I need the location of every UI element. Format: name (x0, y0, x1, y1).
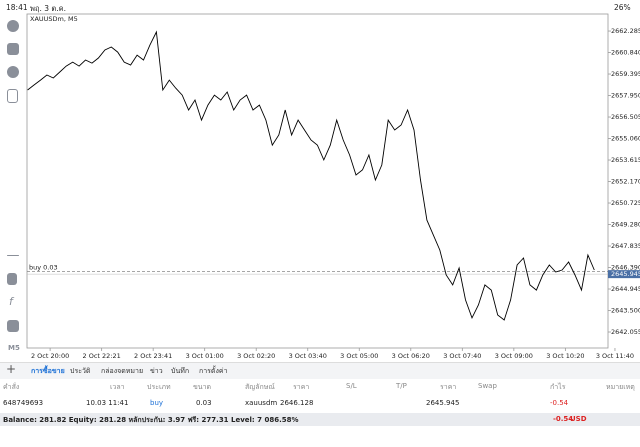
timeframe-icon[interactable]: M5 (8, 344, 20, 352)
summary-bar (0, 413, 640, 426)
function-icon[interactable]: f (9, 295, 13, 308)
tab[interactable]: ข่าว (150, 367, 163, 375)
x-tick-label: 3 Oct 11:40 (596, 352, 634, 360)
y-tick-label: 2656.505 (611, 113, 640, 121)
cell: xauusdm (245, 399, 278, 407)
indicator-icon[interactable] (7, 273, 17, 285)
order-line-label: buy 0.03 (29, 263, 58, 271)
y-tick-label: 2659.395 (611, 70, 640, 78)
plot-border (26, 13, 609, 349)
y-tick-label: 2642.055 (611, 328, 640, 336)
x-tick-label: 2 Oct 22:21 (83, 352, 121, 360)
total-profit: -0.54 (553, 415, 574, 423)
y-tick-label: 2646.390 (611, 264, 640, 272)
column-header: เวลา (110, 383, 125, 391)
price-label: 2645.945 (611, 270, 640, 278)
x-tick-label: 3 Oct 01:00 (186, 352, 224, 360)
objects-icon[interactable] (7, 320, 19, 332)
y-tick-label: 2660.840 (611, 49, 640, 57)
x-tick-label: 3 Oct 05:00 (340, 352, 378, 360)
status-time: 18:41 (6, 3, 28, 12)
x-tick-label: 3 Oct 10:20 (546, 352, 584, 360)
tab[interactable]: การตั้งค่า (199, 367, 228, 375)
column-header: Swap (478, 382, 497, 390)
column-header: สัญลักษณ์ (245, 383, 275, 391)
status-date: พฤ. 3 ต.ค. (30, 4, 67, 13)
column-header: กำไร (550, 383, 566, 391)
x-tick-label: 3 Oct 06:20 (392, 352, 430, 360)
tab[interactable]: การซื้อขาย (31, 367, 65, 375)
tab[interactable]: ประวัติ (70, 367, 91, 375)
cell: 648749693 (3, 399, 44, 407)
crosshair-icon[interactable] (7, 255, 19, 256)
x-tick-label: 3 Oct 09:00 (495, 352, 533, 360)
chat-icon[interactable] (7, 66, 19, 78)
cell: 10.03 11:41 (86, 399, 129, 407)
add-button[interactable]: + (6, 362, 17, 376)
column-header: ราคา (293, 383, 310, 391)
y-tick-label: 2650.725 (611, 199, 640, 207)
chart-title: XAUUSDm, M5 (30, 15, 78, 23)
tab[interactable]: กล่องจดหมาย (101, 367, 144, 375)
column-header: ราคา (440, 383, 457, 391)
column-header: หมายเหตุ (606, 383, 635, 391)
account-icon[interactable] (7, 20, 19, 32)
x-tick-label: 3 Oct 02:20 (237, 352, 275, 360)
cell: 2646.128 (280, 399, 314, 407)
x-tick-label: 3 Oct 07:40 (443, 352, 481, 360)
cell: 2645.945 (426, 399, 460, 407)
column-header: T/P (396, 382, 407, 390)
y-tick-label: 2644.945 (611, 285, 640, 293)
column-header: คำสั่ง (3, 383, 20, 391)
column-header: ประเภท (147, 383, 171, 391)
price-box (608, 270, 640, 279)
y-tick-label: 2657.950 (611, 92, 640, 100)
summary: Balance: 281.82 Equity: 281.28 หลักประกั… (3, 416, 299, 424)
y-tick-label: 2653.615 (611, 156, 640, 164)
battery: 26% (614, 3, 631, 12)
cell: 0.03 (196, 399, 212, 407)
currency: USD (570, 415, 587, 423)
tab[interactable]: บันทึก (171, 367, 190, 375)
trade-icon[interactable] (7, 43, 19, 55)
price-line-series (27, 30, 595, 321)
x-tick-label: 2 Oct 20:00 (31, 352, 69, 360)
y-tick-label: 2647.835 (611, 242, 640, 250)
y-tick-label: 2662.285 (611, 27, 640, 35)
chart: XAUUSDm, M5 2662.285 2660.840 2659.395 2657… (26, 13, 640, 360)
column-header: S/L (346, 382, 357, 390)
cell: buy (150, 399, 164, 407)
x-tick-label: 3 Oct 03:40 (289, 352, 327, 360)
y-tick-label: 2649.280 (611, 221, 640, 229)
x-tick-label: 2 Oct 23:41 (134, 352, 172, 360)
cell: -0.54 (550, 399, 569, 407)
y-tick-label: 2655.060 (611, 135, 640, 143)
new-order-icon[interactable] (7, 89, 18, 103)
column-header: ขนาด (193, 383, 212, 391)
tab-bar (0, 362, 640, 379)
y-tick-label: 2643.500 (611, 307, 640, 315)
y-tick-label: 2652.170 (611, 178, 640, 186)
